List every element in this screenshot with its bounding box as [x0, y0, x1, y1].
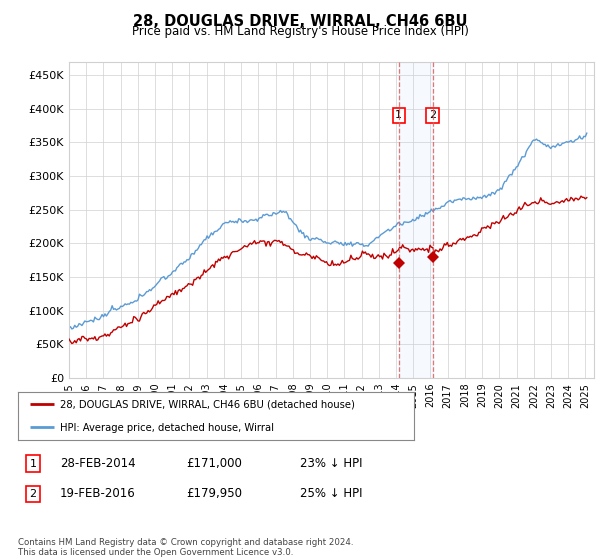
Text: £171,000: £171,000 — [186, 457, 242, 470]
Text: 2: 2 — [429, 110, 436, 120]
Text: £179,950: £179,950 — [186, 487, 242, 501]
Text: Contains HM Land Registry data © Crown copyright and database right 2024.
This d: Contains HM Land Registry data © Crown c… — [18, 538, 353, 557]
Text: 1: 1 — [395, 110, 403, 120]
Text: 2: 2 — [29, 489, 37, 499]
Text: 25% ↓ HPI: 25% ↓ HPI — [300, 487, 362, 501]
Text: 1: 1 — [29, 459, 37, 469]
Text: 28, DOUGLAS DRIVE, WIRRAL, CH46 6BU (detached house): 28, DOUGLAS DRIVE, WIRRAL, CH46 6BU (det… — [59, 400, 355, 410]
Text: HPI: Average price, detached house, Wirral: HPI: Average price, detached house, Wirr… — [59, 423, 274, 433]
Text: 28, DOUGLAS DRIVE, WIRRAL, CH46 6BU: 28, DOUGLAS DRIVE, WIRRAL, CH46 6BU — [133, 14, 467, 29]
Bar — [399, 62, 433, 378]
Text: 23% ↓ HPI: 23% ↓ HPI — [300, 457, 362, 470]
Text: 28-FEB-2014: 28-FEB-2014 — [60, 457, 136, 470]
Text: 19-FEB-2016: 19-FEB-2016 — [60, 487, 136, 501]
Text: Price paid vs. HM Land Registry's House Price Index (HPI): Price paid vs. HM Land Registry's House … — [131, 25, 469, 38]
